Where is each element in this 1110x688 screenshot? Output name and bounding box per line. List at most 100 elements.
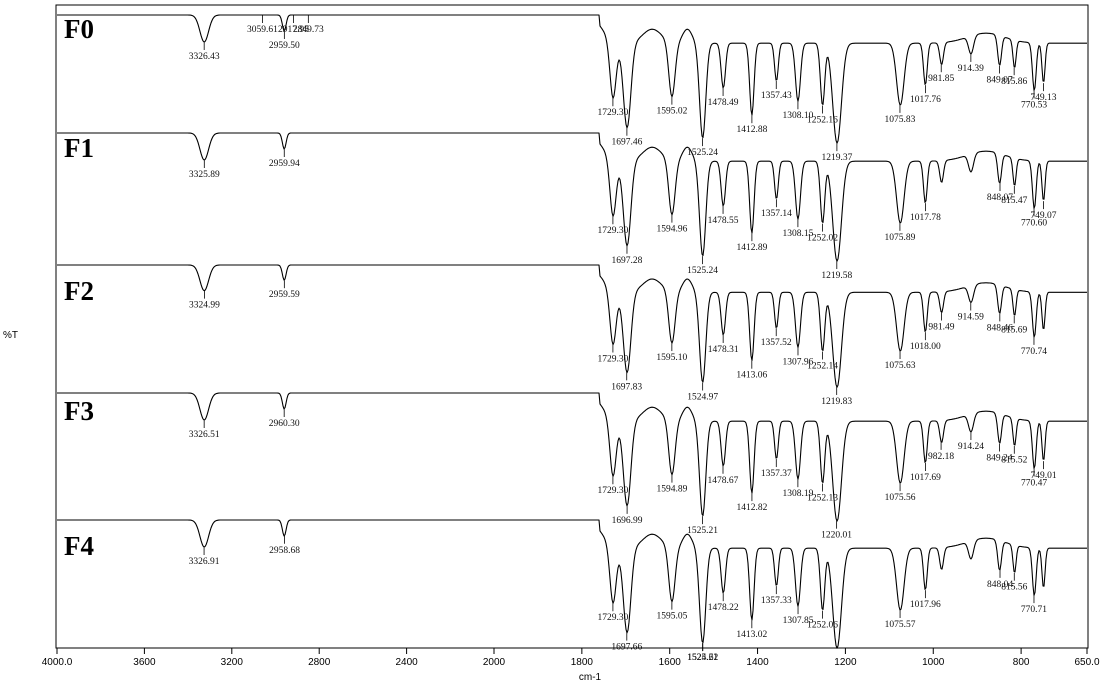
- peak-label: 1525.21: [687, 653, 718, 663]
- peak-label: 3326.43: [189, 52, 220, 62]
- peak-label: 2960.30: [269, 419, 300, 429]
- peak-label: 1478.31: [708, 345, 739, 355]
- peak-label: 1252.06: [807, 621, 838, 631]
- peak-label: 815.56: [1001, 583, 1027, 593]
- x-tick-label: 2800: [308, 657, 331, 668]
- x-tick-label: 1600: [659, 657, 682, 668]
- peak-label: 2917.95: [278, 25, 309, 35]
- x-tick-label: 2400: [395, 657, 418, 668]
- peak-label: 1308.15: [782, 229, 813, 239]
- peak-label: 1697.28: [612, 256, 643, 266]
- peak-label: 770.60: [1021, 218, 1047, 228]
- peak-label: 815.86: [1001, 77, 1027, 87]
- x-tick-label: 3200: [221, 657, 244, 668]
- peak-label: 749.13: [1030, 93, 1056, 103]
- peak-label: 2849.73: [293, 25, 324, 35]
- peak-label: 1219.58: [821, 271, 852, 281]
- peak-label: 1075.83: [885, 115, 916, 125]
- peak-label: 1307.96: [783, 357, 814, 367]
- peak-label: 1524.62: [687, 653, 718, 663]
- peak-label: 982.18: [928, 452, 954, 462]
- series-labels: F0 F1 F2 F3 F4: [64, 14, 94, 561]
- peak-label: 1018.00: [910, 342, 941, 352]
- peak-label: 1075.56: [885, 493, 916, 503]
- x-tick-label: 1000: [922, 657, 945, 668]
- peak-label: 1357.33: [761, 596, 792, 606]
- series-label-f4: F4: [64, 531, 94, 561]
- peak-label: 1525.24: [687, 266, 718, 276]
- peak-label: 815.47: [1001, 196, 1027, 206]
- peak-label: 1252.02: [807, 234, 838, 244]
- peak-label: 1252.16: [807, 116, 838, 126]
- peak-label: 1478.49: [708, 98, 739, 108]
- peak-label: 815.52: [1001, 456, 1027, 466]
- peak-label: 1595.05: [656, 612, 687, 622]
- peak-label: 1594.89: [657, 485, 688, 495]
- peak-label: 1729.30: [597, 226, 628, 236]
- peak-label: 1413.02: [736, 630, 767, 640]
- x-tick-label: 4000.0: [42, 657, 73, 668]
- peak-label: 1017.78: [910, 213, 941, 223]
- peak-label: 1595.10: [656, 353, 687, 363]
- spectrum-line-f0: [57, 14, 1087, 144]
- peak-label: 849.24: [986, 453, 1012, 463]
- peak-label: 815.69: [1001, 325, 1027, 335]
- peak-label: 1220.01: [821, 531, 852, 541]
- peak-label: 1478.67: [708, 476, 739, 486]
- peak-label: 914.24: [958, 442, 984, 452]
- peak-label: 914.59: [958, 312, 984, 322]
- x-tick-label: 800: [1013, 657, 1030, 668]
- x-tick-label: 650.0: [1074, 657, 1099, 668]
- peak-label: 1524.97: [687, 392, 718, 402]
- peak-label: 2959.59: [269, 290, 300, 300]
- spectrum-line-f1: [57, 132, 1087, 262]
- peak-label: 1729.30: [597, 613, 628, 623]
- peak-label: 1017.69: [910, 473, 941, 483]
- peak-label: 848.07: [987, 193, 1013, 203]
- peak-label: 1219.83: [821, 397, 852, 407]
- x-axis-label: cm-1: [579, 672, 602, 683]
- peak-label: 1252.13: [807, 494, 838, 504]
- peak-label: 1478.22: [708, 603, 739, 613]
- peak-label: 1308.10: [782, 111, 813, 121]
- peak-label: 981.49: [928, 323, 954, 333]
- peak-label: 1357.52: [761, 338, 792, 348]
- peak-label: 1219.37: [821, 153, 852, 163]
- peak-label: 1413.06: [736, 371, 767, 381]
- plot-frame: [55, 4, 1089, 649]
- peak-label: 1729.30: [597, 108, 628, 118]
- peak-label: 1412.89: [736, 243, 767, 253]
- peak-label: 981.85: [928, 74, 954, 84]
- peak-label: 770.74: [1021, 347, 1047, 357]
- peak-label: 1697.83: [611, 382, 642, 392]
- spectrum-line-f4: [57, 519, 1087, 649]
- peak-label: 770.53: [1021, 100, 1047, 110]
- y-axis-label: %T: [3, 330, 18, 341]
- peak-label: 1252.14: [807, 362, 838, 372]
- peak-label: 1729.30: [597, 486, 628, 496]
- peak-label: 1357.43: [761, 91, 792, 101]
- spectrum-line-f3: [57, 392, 1087, 522]
- peak-label: 1357.37: [761, 469, 792, 479]
- peak-label: 770.47: [1021, 479, 1047, 489]
- peak-label: 3324.99: [189, 301, 220, 311]
- peak-label: 1595.02: [656, 107, 687, 117]
- spectra-traces: [57, 14, 1087, 649]
- peak-label: 1412.82: [736, 503, 767, 513]
- spectrum-line-f2: [57, 264, 1087, 388]
- peak-label: 1017.76: [910, 95, 941, 105]
- x-tick-label: 2000: [483, 657, 506, 668]
- x-tick-label: 3600: [133, 657, 156, 668]
- peak-label: 2959.50: [269, 41, 300, 51]
- peak-label: 1525.21: [687, 526, 718, 536]
- peak-label: 749.07: [1030, 211, 1056, 221]
- peak-label: 749.01: [1030, 471, 1056, 481]
- series-label-f2: F2: [64, 276, 94, 306]
- peak-label: 3059.61: [247, 25, 278, 35]
- x-tick-label: 1200: [834, 657, 857, 668]
- peak-label: 1525.24: [687, 148, 718, 158]
- peak-label: 3325.89: [189, 170, 220, 180]
- x-tick-label: 1800: [571, 657, 594, 668]
- peak-label: 848.46: [987, 323, 1013, 333]
